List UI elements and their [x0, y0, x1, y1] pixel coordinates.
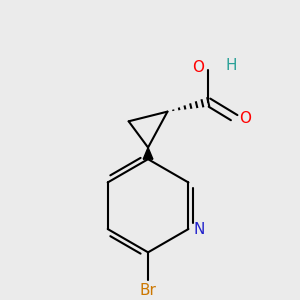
Text: H: H [226, 58, 237, 74]
Text: Br: Br [140, 284, 157, 298]
Text: O: O [192, 60, 204, 75]
Polygon shape [143, 148, 153, 159]
Text: O: O [239, 111, 251, 126]
Text: N: N [193, 221, 205, 236]
